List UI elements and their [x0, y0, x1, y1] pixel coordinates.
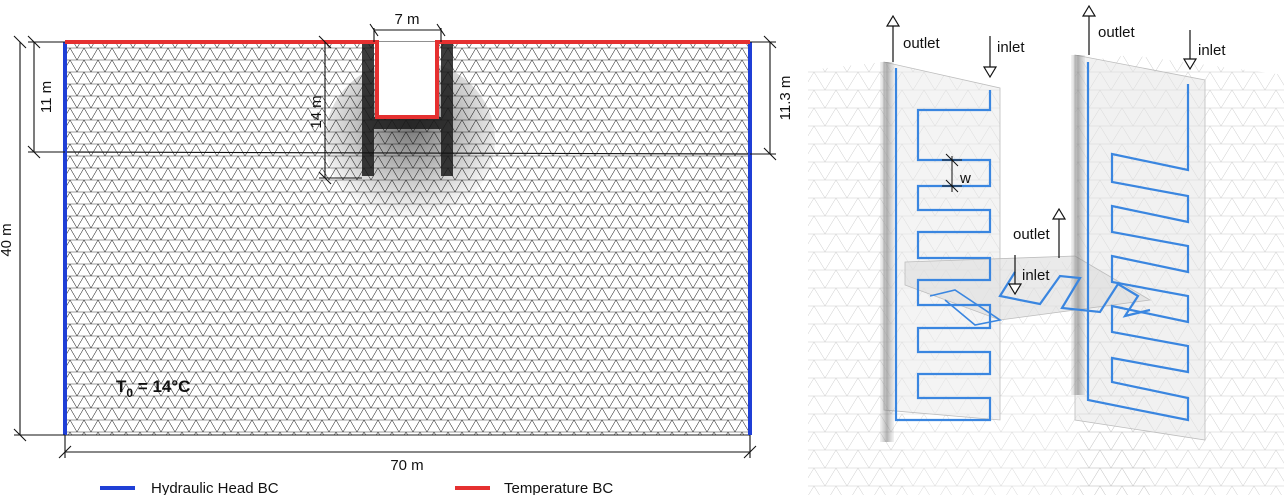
dim-left-upper-label: 11 m: [38, 81, 55, 113]
dim-tick: [318, 35, 332, 49]
outlet-arrow-slab-icon: [1051, 207, 1067, 220]
pipe-loop-slab-left: [929, 289, 1003, 326]
label-w: w: [959, 170, 971, 187]
inlet-arrow-left-icon: [982, 66, 998, 79]
dim-tick: [27, 35, 41, 49]
dim-tick: [13, 35, 27, 49]
outlet-arrow-left-icon: [885, 14, 901, 27]
pile-shaft-left: [880, 62, 894, 442]
dim-left-total-label: 40 m: [0, 223, 15, 256]
pipe-loop-slab: [998, 271, 1151, 318]
left-wall-pile: [362, 42, 374, 176]
dim-bottom-width-label: 70 m: [390, 457, 423, 474]
label-inlet-left: inlet: [997, 39, 1025, 56]
flow-arrows: [885, 4, 1198, 296]
dim-inner-depth-label: 14 m: [308, 95, 325, 128]
pipe-loop-left-wall: [894, 68, 992, 422]
wall-panel-left: [883, 61, 1001, 421]
dim-right-upper-label: 11.3 m: [777, 76, 794, 121]
dim-top-width-label: 7 m: [394, 11, 419, 28]
dimension-lines: [13, 23, 777, 459]
soil-layer-line: [64, 151, 751, 155]
label-outlet-slab: outlet: [1013, 226, 1051, 243]
wall-panel-right: [1074, 54, 1206, 441]
pipe-loop-right-wall: [1086, 62, 1190, 422]
right-wall-pile: [441, 42, 453, 176]
labels-3d: outlet inlet outlet inlet outlet inlet w: [903, 24, 1226, 284]
w-dim-tick: [945, 153, 959, 167]
inlet-arrow-right-icon: [1182, 58, 1198, 71]
legend: Hydraulic Head BC Temperature BC: [100, 480, 613, 495]
legend-label-hydraulic: Hydraulic Head BC: [151, 480, 279, 495]
heat-exchanger-pipes: [894, 62, 1190, 422]
label-inlet-slab: inlet: [1022, 267, 1050, 284]
label-inlet-right: inlet: [1198, 42, 1226, 59]
inlet-arrow-slab-icon: [1007, 283, 1023, 296]
excavation: [377, 42, 437, 117]
w-dim-tick: [945, 179, 959, 193]
legend-label-temperature: Temperature BC: [504, 480, 613, 495]
base-slab: [374, 117, 441, 129]
mesh-domain-2d: [63, 40, 752, 436]
label-outlet-left: outlet: [903, 35, 941, 52]
pile-shaft-right: [1071, 55, 1085, 395]
label-outlet-right: outlet: [1098, 24, 1136, 41]
initial-temperature-label: T0 = 14°C: [116, 377, 190, 400]
outlet-arrow-right-icon: [1081, 4, 1097, 17]
